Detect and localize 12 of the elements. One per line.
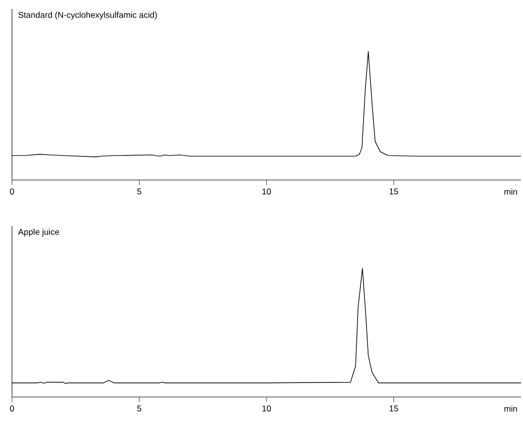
x-tick-label: 15 (390, 406, 398, 412)
x-axis-title: min (504, 188, 517, 195)
x-tick-label: 10 (262, 188, 271, 194)
x-tick-label: 5 (137, 188, 142, 194)
x-tick-label: 15 (390, 188, 398, 194)
x-tick-label: 5 (137, 406, 142, 412)
x-axis-title: min (504, 405, 517, 412)
chart-title: Standard (N-cyclohexylsulfamic acid) (18, 12, 157, 20)
x-tick-label: 0 (10, 406, 14, 412)
chart-title: Apple juice (18, 228, 60, 237)
x-tick-label: 0 (10, 188, 14, 194)
x-tick-label: 10 (262, 406, 271, 412)
